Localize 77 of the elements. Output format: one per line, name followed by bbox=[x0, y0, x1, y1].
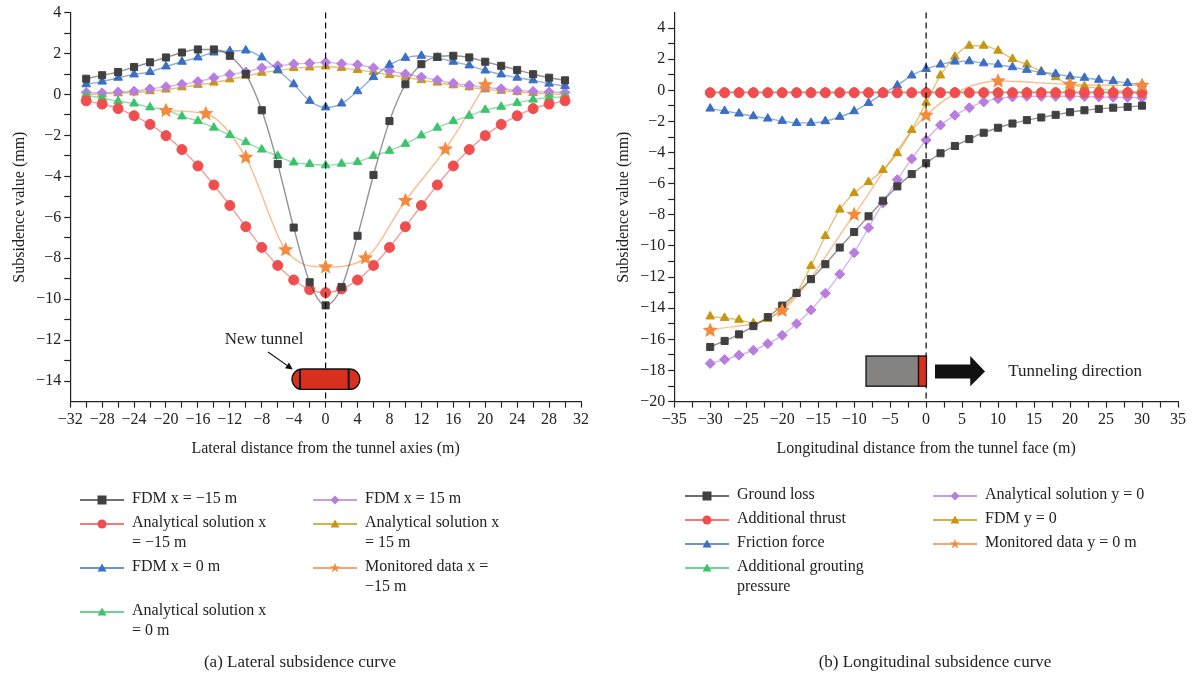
legend-label: Ground loss bbox=[737, 484, 815, 504]
x-tick-label: −4 bbox=[285, 410, 303, 428]
legend-label: FDM x = 15 m bbox=[365, 488, 462, 508]
y-tick-label: −14 bbox=[640, 298, 666, 316]
y-tick-label: −2 bbox=[44, 125, 62, 143]
x-tick-label: −25 bbox=[733, 410, 759, 428]
x-tick-label: 32 bbox=[573, 410, 589, 428]
text: (b) Longitudinal subsidence curve bbox=[818, 652, 1052, 672]
legend-label: Additional grouting pressure bbox=[737, 556, 865, 596]
y-tick-label: −18 bbox=[640, 360, 666, 378]
x-tick-label: −30 bbox=[697, 410, 723, 428]
x-tick-label: −5 bbox=[881, 410, 899, 428]
legend-label: FDM y = 0 bbox=[985, 508, 1057, 528]
legend-label: FDM x = −15 m bbox=[132, 488, 238, 508]
x-tick-label: −20 bbox=[153, 410, 179, 428]
y-tick-label: −6 bbox=[44, 207, 62, 225]
x-tick-label: −35 bbox=[661, 410, 687, 428]
x-axis-title: Lateral distance from the tunnel axies (m) bbox=[191, 438, 460, 457]
y-tick-label: 2 bbox=[53, 43, 62, 61]
x-tick-label: −16 bbox=[185, 410, 211, 428]
x-tick-label: 15 bbox=[1026, 410, 1043, 428]
y-tick-label: −10 bbox=[640, 236, 666, 254]
y-axis-title: Subsidence value (mm) bbox=[613, 131, 632, 283]
legend-label: Monitored data x = −15 m bbox=[365, 556, 490, 596]
x-tick-label: 4 bbox=[353, 410, 362, 428]
y-tick-label: −20 bbox=[640, 391, 666, 409]
x-tick-label: 5 bbox=[958, 410, 967, 428]
x-tick-label: 28 bbox=[541, 410, 558, 428]
legend-label: Analytical solution x = −15 m bbox=[132, 512, 268, 552]
x-tick-label: −28 bbox=[89, 410, 115, 428]
y-tick-label: −12 bbox=[36, 330, 62, 348]
x-tick-label: 35 bbox=[1170, 410, 1186, 428]
x-tick-label: 24 bbox=[509, 410, 526, 428]
x-tick-label: −10 bbox=[841, 410, 867, 428]
y-axis-title: Subsidence value (mm) bbox=[9, 131, 28, 283]
legend-label: Additional thrust bbox=[737, 508, 846, 528]
y-tick-label: −2 bbox=[648, 111, 666, 129]
y-tick-label: −16 bbox=[640, 329, 666, 347]
y-tick-label: −12 bbox=[640, 267, 666, 285]
x-tick-label: −20 bbox=[769, 410, 795, 428]
legend-label: Analytical solution x = 0 m bbox=[132, 600, 268, 640]
y-tick-label: 2 bbox=[657, 49, 666, 67]
x-tick-label: 20 bbox=[1062, 410, 1079, 428]
y-tick-label: 4 bbox=[53, 2, 62, 20]
legend-label: Monitored data y = 0 m bbox=[985, 532, 1137, 552]
x-tick-label: 16 bbox=[445, 410, 462, 428]
annotation: Tunneling direction bbox=[1008, 360, 1143, 380]
x-tick-label: −32 bbox=[57, 410, 83, 428]
y-tick-label: −8 bbox=[44, 248, 62, 266]
x-tick-label: 30 bbox=[1134, 410, 1151, 428]
x-tick-label: −24 bbox=[121, 410, 147, 428]
x-tick-label: 8 bbox=[385, 410, 394, 428]
x-tick-label: 12 bbox=[413, 410, 430, 428]
x-tick-label: 20 bbox=[477, 410, 494, 428]
y-tick-label: 0 bbox=[53, 84, 62, 102]
x-tick-label: 25 bbox=[1098, 410, 1115, 428]
x-tick-label: 10 bbox=[990, 410, 1007, 428]
legend-label: Analytical solution x = 15 m bbox=[365, 512, 501, 552]
x-tick-label: −15 bbox=[805, 410, 831, 428]
y-tick-label: 0 bbox=[657, 80, 666, 98]
y-tick-label: −6 bbox=[648, 173, 666, 191]
y-tick-label: −14 bbox=[36, 371, 62, 389]
y-tick-label: 4 bbox=[657, 18, 666, 36]
x-axis-title: Longitudinal distance from the tunnel face (m) bbox=[776, 438, 1076, 457]
x-tick-label: −12 bbox=[217, 410, 243, 428]
y-tick-label: −10 bbox=[36, 289, 62, 307]
x-tick-label: −8 bbox=[253, 410, 271, 428]
text: (a) Lateral subsidence curve bbox=[203, 652, 397, 672]
y-tick-label: −4 bbox=[44, 166, 62, 184]
annotation: New tunnel bbox=[224, 328, 304, 348]
y-tick-label: −8 bbox=[648, 205, 666, 223]
y-tick-label: −4 bbox=[648, 142, 666, 160]
legend-label: Analytical solution y = 0 bbox=[985, 484, 1145, 504]
legend-label: FDM x = 0 m bbox=[132, 556, 221, 576]
x-tick-label: 0 bbox=[321, 410, 330, 428]
x-tick-label: 0 bbox=[922, 410, 931, 428]
legend-label: Friction force bbox=[737, 532, 825, 552]
